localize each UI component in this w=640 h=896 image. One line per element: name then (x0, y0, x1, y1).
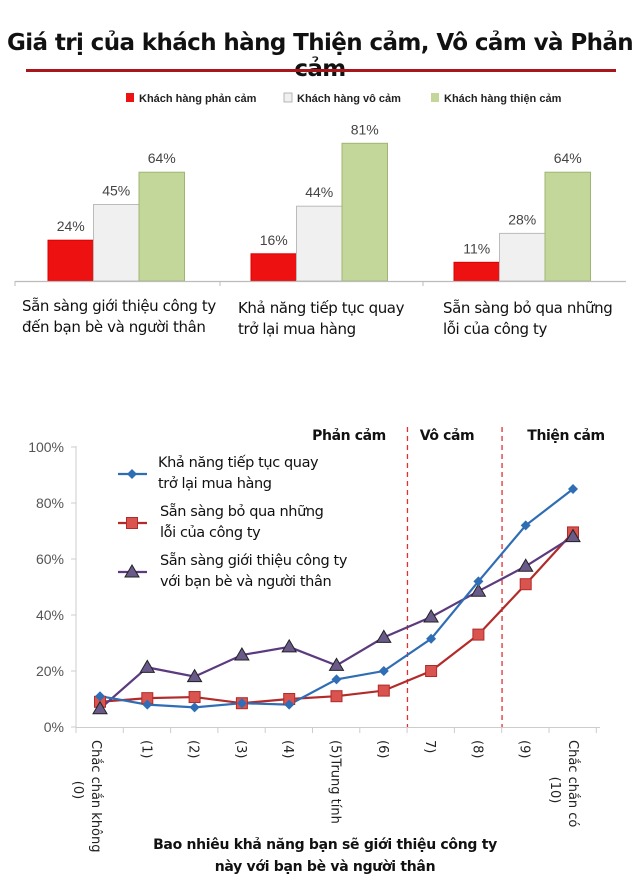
diamond-marker (473, 576, 484, 587)
square-marker (126, 517, 138, 529)
y-tick-label: 80% (36, 495, 64, 511)
region-label: Phản cảm (312, 428, 386, 444)
bar (138, 171, 185, 282)
diamond-marker (127, 469, 137, 479)
x-tick-label: 7) (422, 740, 437, 753)
triangle-marker (565, 528, 581, 543)
triangle-marker (281, 638, 298, 653)
triangle-marker (186, 668, 203, 683)
square-marker (472, 628, 485, 641)
legend-label: trở lại mua hàng (158, 476, 272, 492)
bar (499, 232, 546, 282)
x-tick-label: Chắc chắn không (88, 740, 103, 853)
bar (453, 261, 500, 282)
bar-category-label-2: Sẵn sàng bỏ qua những lỗi của công ty (443, 298, 613, 340)
triangle-marker (92, 700, 108, 715)
y-tick-label: 100% (28, 439, 64, 455)
region-label: Vô cảm (420, 428, 475, 444)
diamond-marker (284, 699, 295, 710)
square-marker (377, 684, 390, 697)
category-line: Khả năng tiếp tục quay (238, 299, 405, 317)
bar-value-label: 28% (508, 211, 536, 227)
diamond-marker (568, 484, 578, 494)
bar-value-label: 11% (463, 240, 490, 256)
legend-label: Khả năng tiếp tục quay (158, 454, 319, 471)
triangle-marker (470, 583, 487, 597)
bar-value-label: 24% (57, 218, 85, 234)
region-label: Thiện cảm (527, 428, 604, 444)
bar-value-label: 64% (148, 150, 176, 166)
legend-label: Sẵn sàng bỏ qua những (160, 503, 323, 520)
bar-value-label: 44% (305, 184, 333, 200)
y-tick-label: 40% (36, 607, 64, 623)
triangle-marker (124, 564, 140, 578)
legend-swatch (283, 92, 293, 103)
legend-label: Sẵn sàng giới thiệu công ty (160, 552, 348, 569)
title-underline (26, 69, 616, 72)
diamond-marker (236, 698, 247, 709)
triangle-marker (234, 647, 250, 661)
x-tick-label: (10) (547, 777, 562, 804)
triangle-marker (375, 629, 392, 643)
legend-swatch (431, 93, 439, 102)
y-tick-label: 0% (44, 719, 64, 735)
legend-label: Khách hàng thiện cảm (444, 93, 562, 105)
x-tick-label: (1) (138, 740, 153, 758)
x-tick-label: (8) (469, 740, 484, 758)
square-marker (188, 691, 201, 704)
bar-value-label: 81% (351, 121, 379, 137)
category-line: Sẵn sàng giới thiệu công ty (22, 297, 216, 315)
diamond-marker (331, 674, 342, 685)
diamond-marker (189, 702, 200, 713)
square-marker (425, 665, 438, 677)
legend-label: Khách hàng vô cảm (297, 93, 401, 105)
x-axis-title-line: Bao nhiêu khả năng bạn sẽ giới thiệu côn… (153, 837, 497, 853)
line-chart-x-axis-title: Bao nhiêu khả năng bạn sẽ giới thiệu côn… (140, 834, 510, 878)
bar (296, 205, 343, 282)
bar (93, 204, 140, 282)
y-tick-label: 20% (36, 663, 64, 679)
x-tick-label: Chắc chắn có (565, 740, 580, 827)
y-tick-label: 60% (36, 551, 64, 567)
legend-swatch (126, 93, 134, 102)
x-tick-label: (2) (186, 740, 201, 758)
legend-label: Khách hàng phản cảm (139, 93, 257, 105)
bar-category-label-1: Khả năng tiếp tục quay trở lại mua hàng (238, 298, 404, 340)
diamond-marker (426, 633, 437, 644)
category-line: lỗi của công ty (443, 320, 547, 338)
square-marker (330, 690, 343, 703)
legend-label: với bạn bè và người thân (160, 574, 331, 590)
category-line: đến bạn bè và người thân (22, 318, 206, 336)
triangle-marker (328, 657, 345, 671)
bar (250, 253, 297, 282)
x-tick-label: (3) (233, 740, 248, 758)
bar (341, 142, 388, 282)
category-line: trở lại mua hàng (238, 320, 356, 338)
triangle-marker (517, 558, 534, 572)
x-tick-label: (0) (70, 781, 85, 799)
diamond-marker (378, 666, 389, 676)
square-marker (519, 578, 532, 591)
diamond-marker (142, 699, 153, 710)
category-line: Sẵn sàng bỏ qua những (443, 299, 613, 317)
bar-category-label-0: Sẵn sàng giới thiệu công ty đến bạn bè v… (22, 296, 216, 338)
triangle-marker (423, 608, 439, 623)
triangle-marker (139, 659, 156, 673)
bar-value-label: 16% (260, 232, 288, 248)
x-tick-label: (5)Trung tính (328, 740, 343, 824)
bar (47, 239, 94, 282)
bar-value-label: 64% (554, 150, 582, 166)
bar (544, 171, 591, 282)
x-tick-label: (6) (375, 740, 390, 758)
diamond-marker (520, 520, 531, 531)
bar-value-label: 45% (102, 183, 130, 199)
legend-label: lỗi của công ty (160, 524, 261, 541)
x-tick-label: (4) (280, 740, 295, 758)
x-tick-label: (9) (517, 740, 532, 758)
diamond-marker (95, 691, 105, 702)
x-axis-title-line: này với bạn bè và người thân (214, 859, 436, 875)
